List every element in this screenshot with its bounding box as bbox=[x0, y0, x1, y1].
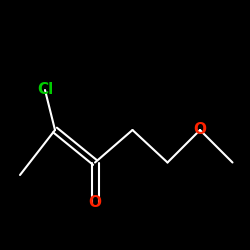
Text: O: O bbox=[194, 122, 206, 138]
Text: O: O bbox=[88, 195, 102, 210]
Text: Cl: Cl bbox=[37, 82, 53, 98]
